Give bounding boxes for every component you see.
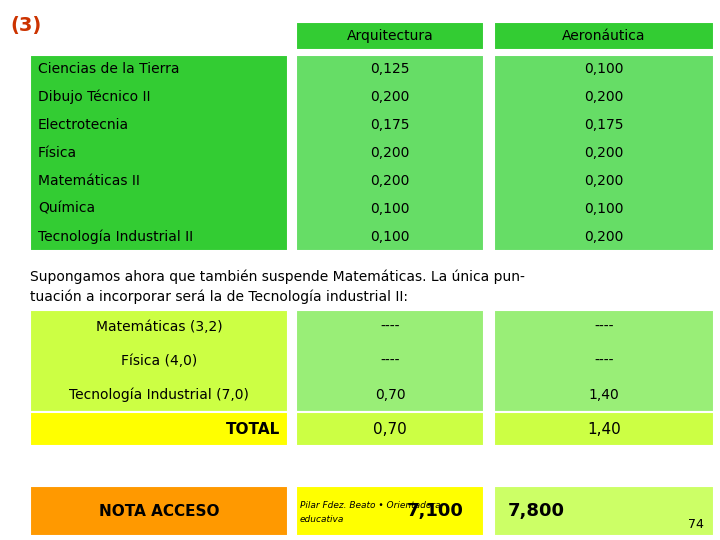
Bar	[296, 22, 484, 50]
Text: Matemáticas (3,2): Matemáticas (3,2)	[96, 320, 222, 334]
Text: Física: Física	[38, 146, 77, 160]
Bar	[494, 55, 714, 251]
Bar	[494, 412, 714, 446]
Text: ----: ----	[594, 354, 613, 368]
Text: 74: 74	[688, 518, 704, 531]
Text: Química: Química	[38, 202, 95, 216]
Text: ----: ----	[380, 320, 400, 334]
Text: 0,200: 0,200	[585, 230, 624, 244]
Text: Supongamos ahora que también suspende Matemáticas. La única pun-: Supongamos ahora que también suspende Ma…	[30, 270, 525, 285]
Text: Arquitectura: Arquitectura	[346, 29, 433, 43]
Text: 0,100: 0,100	[584, 202, 624, 216]
Bar	[494, 22, 714, 50]
Text: TOTAL: TOTAL	[226, 422, 280, 436]
Bar	[296, 486, 484, 536]
Text: Tecnología Industrial II: Tecnología Industrial II	[38, 230, 193, 244]
Text: (3): (3)	[10, 16, 41, 35]
Text: 0,200: 0,200	[585, 174, 624, 188]
Text: 0,175: 0,175	[584, 118, 624, 132]
Text: Dibujo Técnico II: Dibujo Técnico II	[38, 90, 150, 104]
Text: ----: ----	[380, 354, 400, 368]
Bar	[296, 55, 484, 251]
Text: Aeronáutica: Aeronáutica	[562, 29, 646, 43]
Text: 0,200: 0,200	[370, 146, 410, 160]
Text: Tecnología Industrial (7,0): Tecnología Industrial (7,0)	[69, 388, 249, 402]
Text: 0,200: 0,200	[370, 174, 410, 188]
Text: 0,175: 0,175	[370, 118, 410, 132]
Text: 7,800: 7,800	[508, 502, 565, 520]
Text: 0,70: 0,70	[374, 388, 405, 402]
Bar	[30, 310, 288, 412]
Text: educativa: educativa	[300, 515, 344, 523]
Bar	[494, 310, 714, 412]
Text: 1,40: 1,40	[587, 422, 621, 436]
Text: Matemáticas II: Matemáticas II	[38, 174, 140, 188]
Text: NOTA ACCESO: NOTA ACCESO	[99, 503, 220, 518]
Text: Electrotecnia: Electrotecnia	[38, 118, 129, 132]
Text: 1,40: 1,40	[589, 388, 619, 402]
Bar	[30, 486, 288, 536]
Text: 0,70: 0,70	[373, 422, 407, 436]
Text: 0,100: 0,100	[370, 202, 410, 216]
Text: 0,100: 0,100	[370, 230, 410, 244]
Text: 0,200: 0,200	[370, 90, 410, 104]
Bar	[296, 310, 484, 412]
Text: Física (4,0): Física (4,0)	[121, 354, 197, 368]
Bar	[30, 412, 288, 446]
Text: ----: ----	[594, 320, 613, 334]
Text: 0,200: 0,200	[585, 146, 624, 160]
Text: Pilar Fdez. Beato • Orientadora: Pilar Fdez. Beato • Orientadora	[300, 501, 441, 510]
Text: 0,200: 0,200	[585, 90, 624, 104]
Text: tuación a incorporar será la de Tecnología industrial II:: tuación a incorporar será la de Tecnolog…	[30, 290, 408, 305]
Text: 0,100: 0,100	[584, 62, 624, 76]
Bar	[30, 55, 288, 251]
Text: Ciencias de la Tierra: Ciencias de la Tierra	[38, 62, 179, 76]
Bar	[494, 486, 714, 536]
Text: 7,100: 7,100	[407, 502, 464, 520]
Text: 0,125: 0,125	[370, 62, 410, 76]
Bar	[296, 412, 484, 446]
